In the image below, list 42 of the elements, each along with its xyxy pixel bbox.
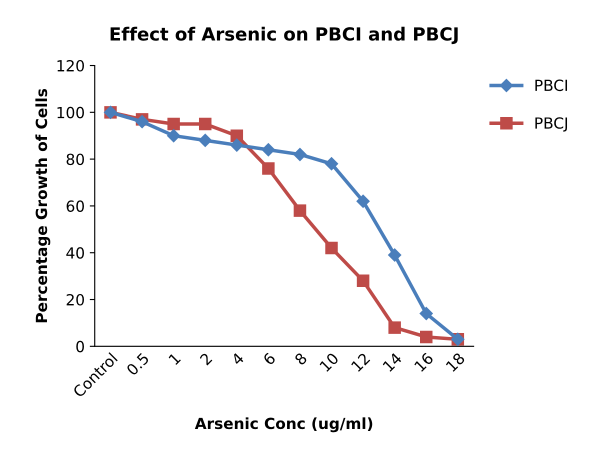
point bbox=[324, 157, 338, 170]
point bbox=[388, 321, 401, 334]
point bbox=[420, 306, 433, 320]
point bbox=[325, 242, 338, 254]
y-tick-label: 20 bbox=[66, 294, 84, 306]
y-tick-label: 0 bbox=[76, 340, 84, 352]
point bbox=[230, 129, 244, 142]
point bbox=[198, 134, 212, 147]
point bbox=[230, 138, 244, 152]
point bbox=[262, 143, 275, 156]
point bbox=[293, 148, 307, 162]
x-tick-label: 6 bbox=[262, 352, 276, 366]
x-tick-label: 2 bbox=[199, 352, 212, 366]
point bbox=[135, 115, 149, 128]
y-tick-label: 60 bbox=[66, 200, 84, 212]
legend-label: PBCJ bbox=[535, 117, 568, 132]
x-tick-label: 14 bbox=[382, 352, 402, 372]
x-tick-label: 8 bbox=[294, 352, 308, 366]
y-axis-title: Percentage Growth of Cells bbox=[35, 88, 50, 322]
y-tick-label: 100 bbox=[58, 106, 84, 118]
point bbox=[167, 129, 180, 142]
y-tick-label: 80 bbox=[66, 154, 84, 166]
x-tick-label: 12 bbox=[350, 352, 370, 372]
x-tick-label: 18 bbox=[445, 352, 466, 372]
point bbox=[356, 194, 370, 208]
chart-title: Effect of Arsenic on PBCI and PBCJ bbox=[110, 26, 458, 44]
y-tick-label: 40 bbox=[66, 247, 84, 259]
x-tick-label: 16 bbox=[414, 352, 434, 372]
point bbox=[356, 274, 370, 288]
legend-label: PBCI bbox=[535, 80, 568, 92]
point bbox=[167, 118, 180, 130]
x-tick-label: 0.5 bbox=[126, 352, 150, 376]
point bbox=[388, 248, 402, 262]
point bbox=[420, 330, 432, 344]
x-axis-title: Arsenic Conc (ug/ml) bbox=[194, 417, 372, 432]
x-tick-label: 4 bbox=[230, 352, 244, 366]
x-tick-label: 10 bbox=[319, 352, 340, 372]
point bbox=[262, 162, 275, 175]
point bbox=[294, 204, 306, 217]
y-tick-label: 120 bbox=[58, 60, 84, 72]
x-tick-label: 1 bbox=[168, 352, 181, 366]
point bbox=[198, 118, 212, 130]
